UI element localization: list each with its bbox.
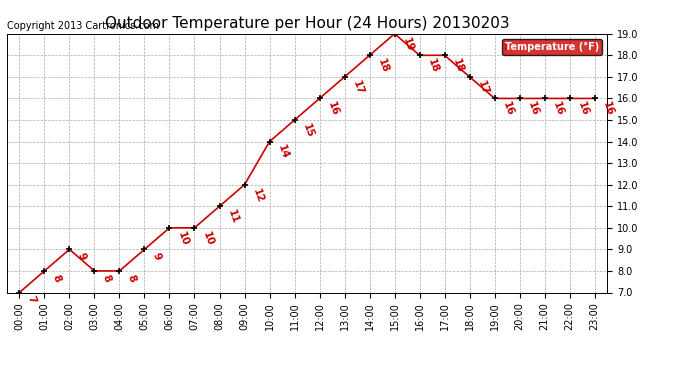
Text: 7: 7 <box>26 295 37 305</box>
Text: 18: 18 <box>376 57 390 75</box>
Text: 16: 16 <box>576 100 590 118</box>
Text: Copyright 2013 Cartronics.com: Copyright 2013 Cartronics.com <box>7 21 159 31</box>
Text: 17: 17 <box>476 79 491 96</box>
Text: 8: 8 <box>126 273 137 284</box>
Text: 10: 10 <box>176 230 190 247</box>
Text: 10: 10 <box>201 230 215 247</box>
Text: 15: 15 <box>301 122 315 139</box>
Text: 9: 9 <box>150 252 163 262</box>
Text: 16: 16 <box>501 100 515 118</box>
Text: 12: 12 <box>250 187 265 204</box>
Text: 14: 14 <box>276 144 290 161</box>
Text: 16: 16 <box>326 100 340 118</box>
Text: 16: 16 <box>526 100 540 118</box>
Text: 9: 9 <box>76 252 88 262</box>
Legend: Temperature (°F): Temperature (°F) <box>502 39 602 54</box>
Text: 17: 17 <box>351 79 365 96</box>
Text: 18: 18 <box>451 57 465 75</box>
Text: 18: 18 <box>426 57 440 75</box>
Text: 11: 11 <box>226 209 240 225</box>
Text: 19: 19 <box>401 36 415 53</box>
Text: 8: 8 <box>50 273 63 284</box>
Text: 8: 8 <box>101 273 112 284</box>
Text: 16: 16 <box>601 100 615 118</box>
Title: Outdoor Temperature per Hour (24 Hours) 20130203: Outdoor Temperature per Hour (24 Hours) … <box>105 16 509 31</box>
Text: 16: 16 <box>551 100 565 118</box>
